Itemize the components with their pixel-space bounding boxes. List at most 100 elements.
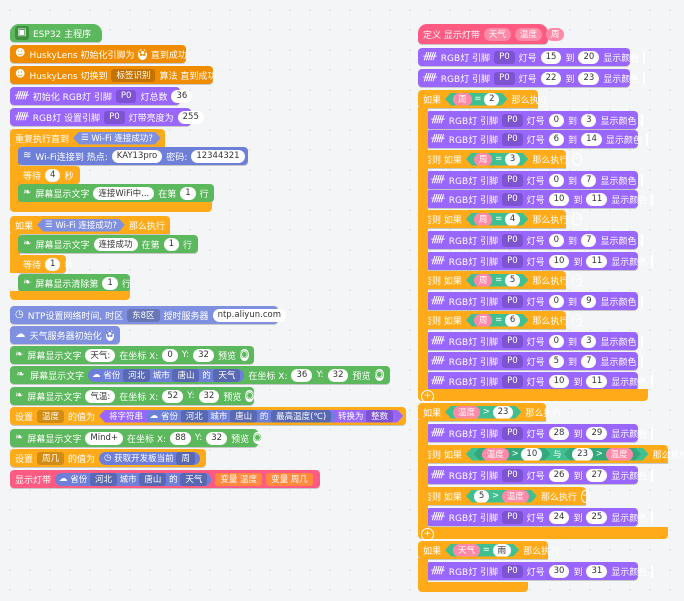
pin-dropdown[interactable]: P0: [494, 71, 515, 85]
wifi-connected-condition[interactable]: ☰ Wi-Fi 连接成功?: [73, 132, 161, 145]
color-swatch[interactable]: [640, 233, 643, 247]
week-eq-condition[interactable]: 周 = 3: [466, 153, 528, 166]
week-field-dropdown[interactable]: 周: [176, 451, 195, 465]
temp-gt-condition[interactable]: 5 > 温度: [466, 490, 537, 503]
screen-text-connected-block[interactable]: ❧ 屏幕显示文字 连接成功 在第 1 行: [18, 235, 198, 253]
week-eq-condition[interactable]: 周 = 5: [466, 274, 528, 287]
wait-seconds-input[interactable]: 1: [45, 257, 61, 271]
rgb-range-color-block[interactable]: ᚏ RGB灯 引脚 P0 灯号 26 到 27 显示颜色: [426, 466, 654, 484]
brightness-input[interactable]: 255: [177, 110, 204, 124]
y-input[interactable]: 32: [327, 368, 349, 382]
set-week-block[interactable]: 设置 周几 的值为 ◷ 获取开发板当前 周: [10, 449, 206, 467]
rgb-range-color-block[interactable]: ᚏ RGB灯 引脚 P0 灯号 0 到 3 显示颜色: [426, 111, 643, 129]
if-rain[interactable]: 如果 天气 = 雨 那么执行: [418, 541, 559, 559]
pin-dropdown[interactable]: P0: [115, 89, 137, 103]
param-temp[interactable]: 温度: [514, 27, 542, 41]
add-branch-icon[interactable]: +: [421, 390, 434, 403]
repeat-until-block[interactable]: 重复执行直到 ☰ Wi-Fi 连接成功?: [10, 129, 165, 147]
pin-dropdown[interactable]: P0: [502, 113, 523, 127]
lamp-end-input[interactable]: 9: [581, 294, 597, 308]
pin-dropdown[interactable]: P0: [502, 294, 523, 308]
weather-eq-condition[interactable]: 天气 = 雨: [445, 544, 519, 557]
pin-dropdown[interactable]: P0: [502, 233, 523, 247]
lamp-end-input[interactable]: 14: [581, 132, 602, 146]
wait-1-block[interactable]: 等待 1 秒: [18, 255, 73, 273]
pin-dropdown[interactable]: P0: [502, 132, 523, 146]
lamp-start-input[interactable]: 10: [548, 254, 570, 268]
lamp-start-input[interactable]: 5: [548, 354, 565, 368]
pin-dropdown[interactable]: P0: [502, 254, 523, 268]
rgb-range-color-block[interactable]: ᚏ RGB灯 引脚 P0 灯号 0 到 3 显示颜色: [426, 332, 643, 350]
param-weather[interactable]: 天气: [483, 27, 511, 41]
row-input[interactable]: 1: [163, 237, 179, 251]
y-input[interactable]: 32: [193, 348, 214, 362]
remove-branch-icon[interactable]: −: [572, 152, 582, 166]
rgb-range-color-block[interactable]: ᚏ RGB灯 引脚 P0 灯号 24 到 25 显示颜色: [426, 508, 654, 526]
screen-text-weather-value-block[interactable]: ❧ 屏幕显示文字 ☁ 省份 河北 城市 唐山 的 天气 在坐标 X: 36 Y:…: [10, 366, 390, 384]
rgb-range-color-block[interactable]: ᚏ RGB灯 引脚 P0 灯号 6 到 14 显示颜色: [426, 130, 648, 148]
lamp-start-input[interactable]: 22: [540, 71, 562, 85]
week-eq-condition[interactable]: 周 = 4: [466, 213, 528, 226]
elif-temp-range[interactable]: 否则 如果 温度 > 10 与 23 > 温度 那么执行 −: [418, 445, 684, 463]
huskylens-init-block[interactable]: ☻ HuskyLens 初始化引脚为 ✿ 直到成功: [10, 45, 187, 63]
color-swatch[interactable]: [651, 468, 654, 482]
rgb-range-color-block[interactable]: ᚏ RGB灯 引脚 P0 灯号 10 到 11 显示颜色: [426, 190, 654, 208]
rgb-range-color-block[interactable]: ᚏ RGB灯 引脚 P0 灯号 10 到 11 显示颜色: [426, 372, 654, 390]
pin-dropdown[interactable]: P0: [502, 564, 523, 578]
lamp-end-input[interactable]: 27: [586, 468, 608, 482]
x-input[interactable]: 52: [162, 389, 184, 403]
province-dropdown[interactable]: 河北: [123, 368, 151, 382]
color-swatch[interactable]: [651, 374, 654, 388]
eye-icon[interactable]: ◉: [239, 349, 249, 361]
wait-seconds-input[interactable]: 4: [45, 168, 61, 182]
province-dropdown[interactable]: 河北: [181, 410, 208, 423]
lamp-start-input[interactable]: 28: [548, 426, 570, 440]
type-dropdown[interactable]: 整数: [366, 410, 393, 423]
lamp-start-input[interactable]: 10: [548, 192, 570, 206]
elif-temp-5[interactable]: 否则 如果 5 > 温度 那么执行 −: [418, 487, 591, 505]
main-program-hat[interactable]: ▣ ESP32 主程序: [10, 24, 102, 42]
lamp-start-input[interactable]: 0: [548, 334, 565, 348]
rgb-init-block[interactable]: ᚏ 初始化 RGB灯 引脚 P0 灯总数 36: [10, 87, 193, 105]
rgb-range-color-block[interactable]: ᚏ RGB灯 引脚 P0 灯号 0 到 9 显示颜色: [426, 292, 643, 310]
lamp-start-input[interactable]: 0: [548, 113, 565, 127]
x-input[interactable]: 88: [170, 431, 191, 445]
screen-text-weather-label-block[interactable]: ❧ 屏幕显示文字 天气: 在坐标 X: 0 Y: 32 预览 ◉: [10, 346, 254, 364]
wifi-connect-block[interactable]: ≋ Wi-Fi连接到 热点: KAY13pro 密码: 12344321: [18, 147, 248, 165]
pin-dropdown[interactable]: P0: [104, 110, 125, 124]
week-eq-condition[interactable]: 周 = 6: [466, 314, 528, 327]
eye-icon[interactable]: ◉: [245, 390, 255, 402]
algorithm-dropdown[interactable]: 标签识别: [111, 68, 156, 82]
color-swatch[interactable]: [643, 71, 646, 85]
and-condition[interactable]: 温度 > 10 与 23 > 温度: [466, 448, 649, 461]
lamp-start-input[interactable]: 26: [548, 468, 570, 482]
lamp-start-input[interactable]: 24: [548, 510, 570, 524]
row-input[interactable]: 1: [102, 276, 118, 290]
husky-port-icon[interactable]: ✿: [138, 48, 147, 60]
variable-reporter-week[interactable]: 变量 周几: [266, 472, 313, 486]
if-week-2[interactable]: 如果 周 = 2 那么执行: [418, 90, 548, 108]
lamp-end-input[interactable]: 7: [581, 233, 597, 247]
weather-reporter[interactable]: ☁ 省份 河北 城市 唐山 的 天气: [88, 368, 245, 382]
lamp-start-input[interactable]: 10: [548, 374, 570, 388]
rgb-brightness-block[interactable]: ᚏ RGB灯 设置引脚 P0 灯带亮度为 255: [10, 108, 204, 126]
color-swatch[interactable]: [651, 564, 654, 578]
province-dropdown[interactable]: 河北: [89, 472, 117, 486]
screen-clear-block[interactable]: ❧ 屏幕显示清除第 1 行: [18, 274, 131, 292]
weather-reporter[interactable]: ☁ 省份 河北 城市 唐山 的 最高温度(℃): [146, 410, 335, 423]
x-input[interactable]: 0: [162, 348, 178, 362]
weather-reporter[interactable]: ☁ 省份 河北 城市 唐山 的 天气: [55, 472, 212, 486]
text-input[interactable]: 连接成功: [93, 237, 138, 251]
lamp-start-input[interactable]: 0: [548, 233, 565, 247]
pin-dropdown[interactable]: P0: [502, 354, 523, 368]
lamp-end-input[interactable]: 20: [578, 50, 600, 64]
ssid-input[interactable]: KAY13pro: [111, 149, 163, 163]
pin-dropdown[interactable]: P0: [502, 510, 523, 524]
password-input[interactable]: 12344321: [191, 149, 245, 163]
x-input[interactable]: 36: [291, 368, 313, 382]
pin-dropdown[interactable]: P0: [502, 426, 523, 440]
week-eq-condition[interactable]: 周 = 2: [445, 93, 507, 106]
ntp-server-input[interactable]: ntp.aliyun.com: [212, 308, 286, 322]
rgb-range-color-block[interactable]: ᚏ RGB灯 引脚 P0 灯号 28 到 29 显示颜色: [426, 424, 654, 442]
get-week-reporter[interactable]: ◷ 获取开发板当前 周: [99, 451, 200, 465]
